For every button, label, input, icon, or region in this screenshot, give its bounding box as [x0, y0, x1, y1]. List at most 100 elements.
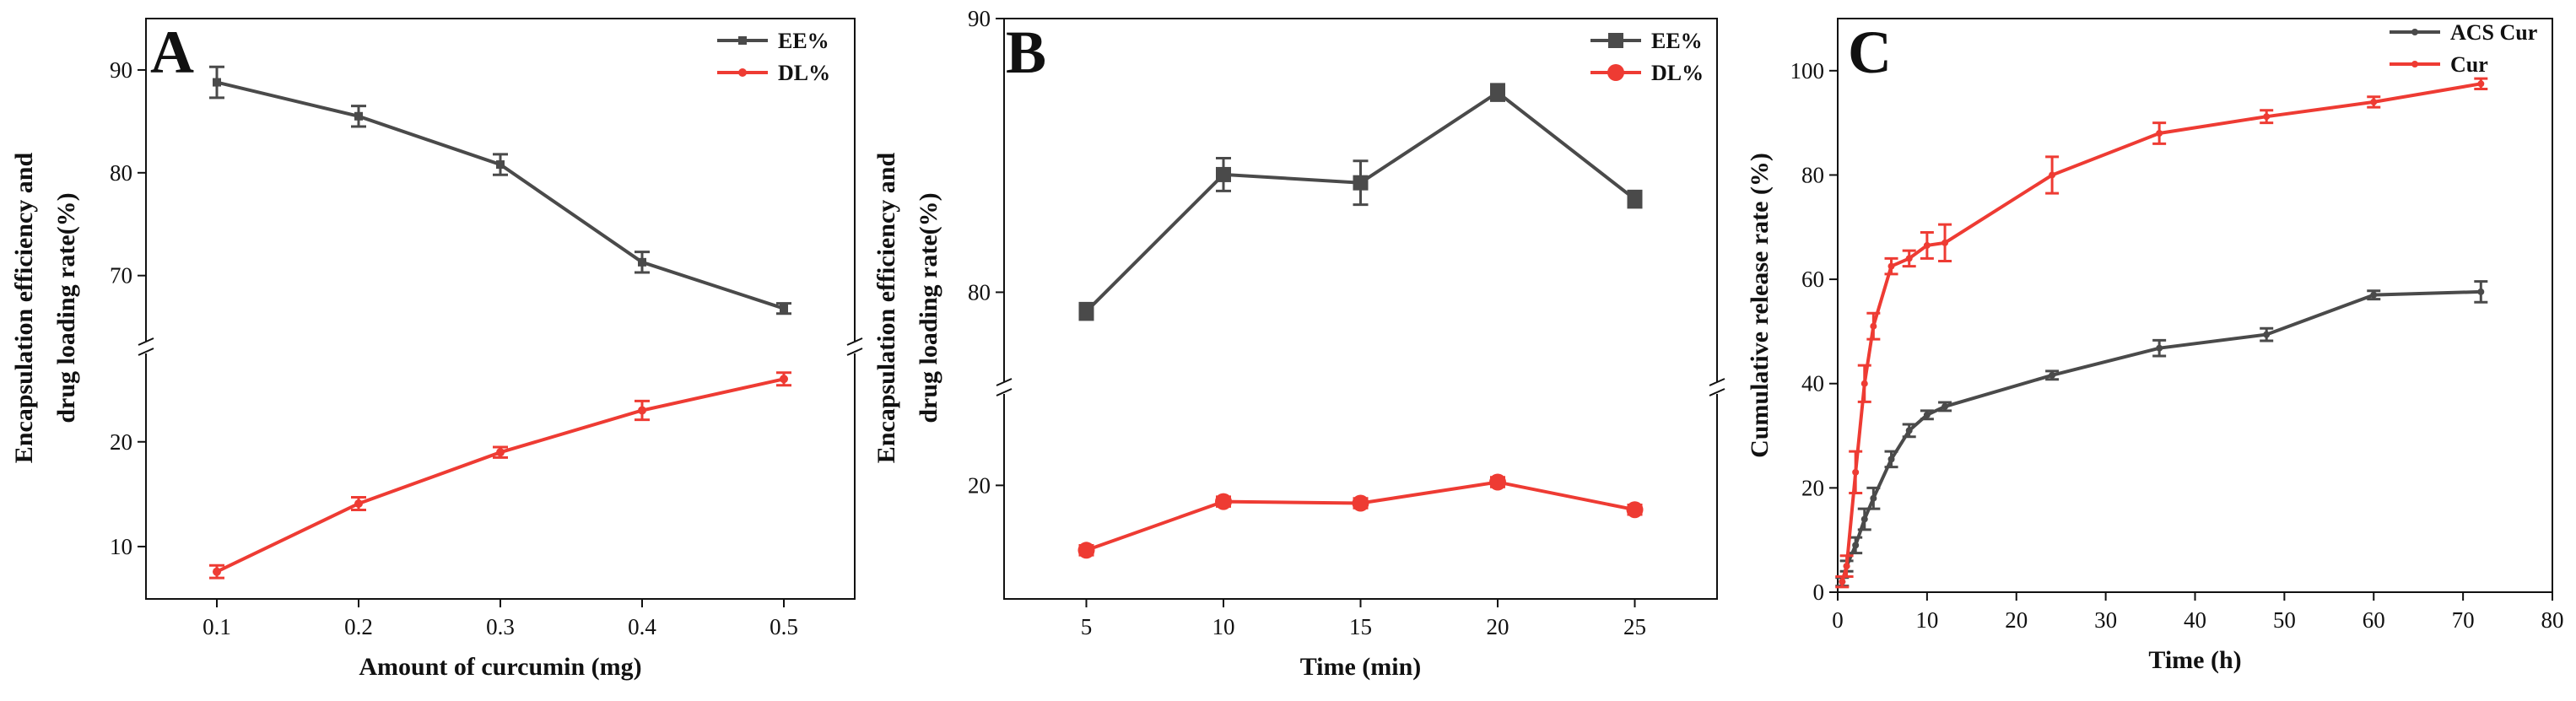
chart-panel-a: 70 80 90 10 20 0.1 0.2 0.3 0.4 0.5 EE% DL% Amount of… — [10, 18, 863, 681]
axis-break-mark — [996, 378, 1013, 386]
y-tick-label: 100 — [1790, 58, 1825, 84]
data-point — [1905, 255, 1913, 262]
y-tick-label: 20 — [968, 472, 991, 498]
data-point — [780, 304, 788, 313]
y-tick-label: 80 — [110, 160, 132, 186]
data-point — [1215, 493, 1232, 510]
x-tick-label: 25 — [1623, 614, 1646, 639]
x-tick-label: 0 — [1832, 607, 1844, 633]
x-tick-label: 20 — [1487, 614, 1509, 639]
legend-label: EE% — [778, 29, 829, 53]
legend-marker — [1607, 64, 1624, 81]
x-tick-label: 15 — [1349, 614, 1372, 639]
data-point — [213, 78, 221, 87]
y-tick-label: 20 — [1801, 475, 1824, 500]
data-point — [1490, 84, 1505, 100]
data-point — [1839, 578, 1846, 585]
series-line-dl- — [216, 377, 785, 574]
y-tick-label: 0 — [1813, 580, 1825, 605]
data-point — [2263, 113, 2271, 121]
y-tick-label: 10 — [110, 534, 132, 559]
legend-marker — [2411, 29, 2418, 35]
series-line-cur — [1840, 82, 2481, 583]
y-axis-label: drug loading rate(%) — [52, 192, 80, 423]
y-tick-label: 70 — [110, 263, 132, 288]
x-tick-label: 5 — [1081, 614, 1093, 639]
y-tick-label: 90 — [968, 6, 991, 31]
y-tick-label: 40 — [1801, 371, 1824, 396]
data-point — [2370, 98, 2378, 105]
x-tick-label: 80 — [2541, 607, 2564, 633]
legend-label: DL% — [1651, 61, 1704, 85]
data-point — [1489, 473, 1506, 491]
data-point — [1887, 456, 1895, 463]
x-tick-label: 50 — [2273, 607, 2296, 633]
y-tick-label: 60 — [1801, 267, 1824, 292]
data-point — [1860, 380, 1868, 387]
data-point — [2049, 371, 2056, 379]
x-tick-label: 30 — [2094, 607, 2117, 633]
axis-break-mark — [846, 348, 863, 356]
chart-panel-c-frame — [1837, 18, 2553, 593]
data-point — [2477, 288, 2485, 295]
data-point — [1923, 411, 1931, 418]
legend-label: DL% — [778, 61, 830, 85]
legend-marker — [738, 68, 747, 77]
y-axis-label: Encapsulation efficiency and — [10, 153, 38, 464]
x-tick-label: 0.1 — [203, 614, 231, 639]
data-point — [1923, 241, 1931, 249]
data-point — [1887, 262, 1895, 270]
series-line-acs-cur — [1840, 289, 2481, 583]
axis-break-mark — [1709, 388, 1725, 396]
legend-marker — [1608, 33, 1623, 48]
data-point — [213, 567, 221, 576]
data-point — [2370, 291, 2378, 299]
chart-panel-a-frame — [145, 18, 856, 600]
data-point — [638, 257, 646, 267]
data-point — [1870, 322, 1877, 330]
x-tick-label: 10 — [1212, 614, 1235, 639]
x-tick-label: 60 — [2363, 607, 2385, 633]
data-point — [780, 375, 788, 384]
data-point — [2156, 344, 2163, 352]
data-point — [2263, 331, 2271, 338]
axis-break-mark — [138, 337, 154, 346]
x-tick-label: 0.3 — [486, 614, 515, 639]
y-tick-label: 20 — [110, 429, 132, 455]
y-axis-label: drug loading rate(%) — [915, 192, 942, 423]
data-point — [1860, 515, 1868, 523]
y-tick-label: 90 — [110, 57, 132, 83]
data-point — [1353, 175, 1369, 191]
data-point — [2049, 171, 2056, 179]
data-point — [2477, 80, 2485, 88]
series-line-ee- — [216, 80, 785, 310]
axis-break-mark — [1709, 378, 1725, 386]
data-point — [1843, 563, 1850, 570]
y-axis-label: Cumulative release rate (%) — [1746, 153, 1774, 458]
y-axis-label: Encapsulation efficiency and — [872, 153, 900, 464]
x-tick-label: 0.5 — [770, 614, 798, 639]
panel-label: B — [1006, 19, 1046, 86]
x-axis-label: Time (min) — [1300, 653, 1422, 681]
data-point — [638, 406, 646, 415]
axis-break-mark — [138, 348, 154, 356]
data-point — [354, 111, 363, 121]
data-point — [1852, 542, 1860, 549]
data-point — [496, 448, 505, 457]
legend-marker — [2411, 61, 2418, 67]
data-point — [1870, 494, 1877, 502]
x-tick-label: 70 — [2452, 607, 2475, 633]
x-axis-label: Amount of curcumin (mg) — [359, 653, 641, 681]
data-point — [1078, 304, 1094, 320]
chart-panel-b: 80 90 20 5 10 15 20 25 EE% DL% Time (min) Encapsula… — [872, 6, 1725, 681]
x-axis-label: Time (h) — [2148, 646, 2241, 674]
panel-label: C — [1848, 19, 1892, 86]
legend-label: Cur — [2450, 52, 2488, 77]
data-point — [496, 160, 505, 170]
data-point — [1941, 239, 1949, 246]
data-point — [354, 499, 363, 509]
legend-label: EE% — [1651, 29, 1703, 53]
data-point — [2156, 130, 2163, 137]
legend-label: ACS Cur — [2450, 20, 2537, 45]
data-point — [1626, 501, 1644, 519]
